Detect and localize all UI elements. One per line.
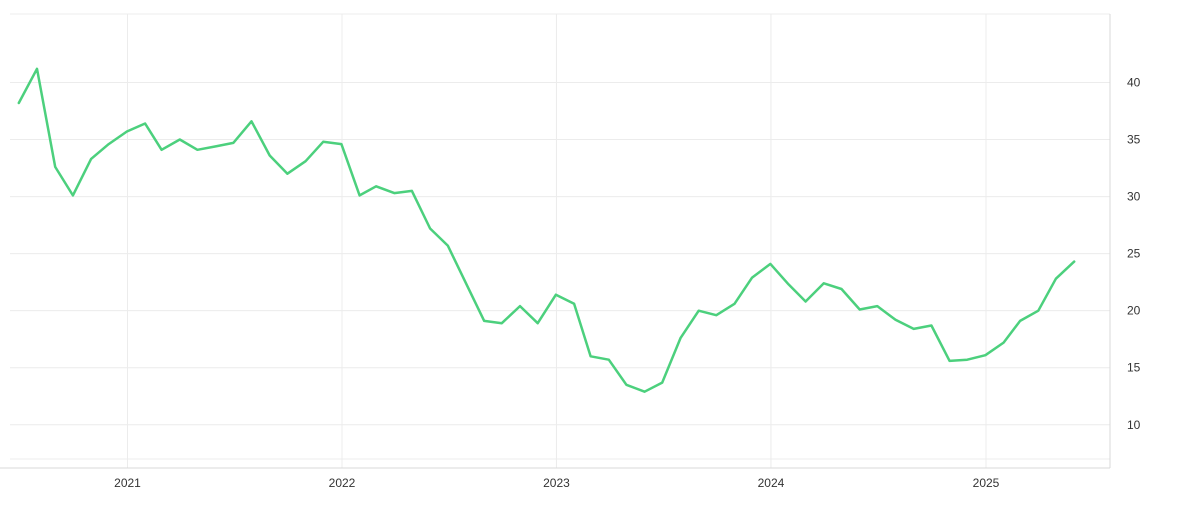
series-layer bbox=[17, 67, 1076, 393]
series-line bbox=[17, 67, 1076, 393]
y-tick-labels: 10 15 20 25 30 35 40 bbox=[1127, 75, 1141, 431]
x-gridlines bbox=[127, 14, 987, 468]
x-tick-label: 2023 bbox=[543, 476, 570, 490]
y-tick-label: 10 bbox=[1127, 418, 1141, 432]
y-tick-label: 35 bbox=[1127, 133, 1141, 147]
y-tick-label: 20 bbox=[1127, 304, 1141, 318]
y-tick-label: 40 bbox=[1127, 75, 1141, 89]
y-tick-label: 15 bbox=[1127, 361, 1141, 375]
x-tick-label: 2022 bbox=[329, 476, 356, 490]
x-tick-label: 2021 bbox=[114, 476, 141, 490]
axes bbox=[0, 14, 1111, 469]
y-gridlines bbox=[10, 13, 1110, 460]
x-tick-label: 2025 bbox=[973, 476, 1000, 490]
x-tick-label: 2024 bbox=[758, 476, 785, 490]
x-tick-labels: 2021 2022 2023 2024 2025 bbox=[114, 476, 1000, 490]
y-tick-label: 25 bbox=[1127, 247, 1141, 261]
y-tick-label: 30 bbox=[1127, 190, 1141, 204]
